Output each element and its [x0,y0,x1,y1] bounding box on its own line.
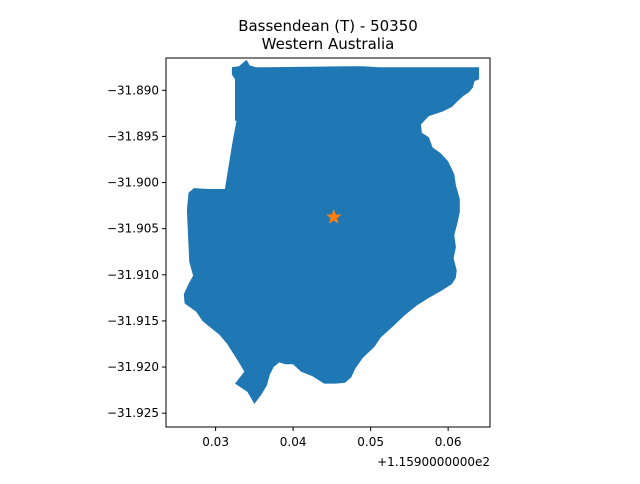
x-tick-label: 0.03 [202,435,229,449]
x-tick-label: 0.05 [357,435,384,449]
region-polygon [183,59,480,404]
x-tick-label: 0.04 [280,435,307,449]
y-tick-label: −31.905 [107,222,159,236]
y-tick-label: −31.920 [107,360,159,374]
plot-area [183,59,480,404]
centroid-star-marker [326,208,342,224]
y-tick-label: −31.895 [107,129,159,143]
x-tick-label: 0.06 [435,435,462,449]
y-tick-label: −31.925 [107,406,159,420]
map-subtitle: Western Australia [262,35,395,53]
map-title: Bassendean (T) - 50350 [238,17,418,35]
axes-frame [165,57,491,428]
axes: 0.03 0.04 0.05 0.06 −31.890 −31.895 −31.900 −31… [107,57,491,449]
y-tick-label: −31.890 [107,83,159,97]
y-tick-label: −31.900 [107,176,159,190]
y-tick-label: −31.910 [107,268,159,282]
x-axis-offset-label: +1.1590000000e2 [377,455,490,469]
y-tick-label: −31.915 [107,314,159,328]
